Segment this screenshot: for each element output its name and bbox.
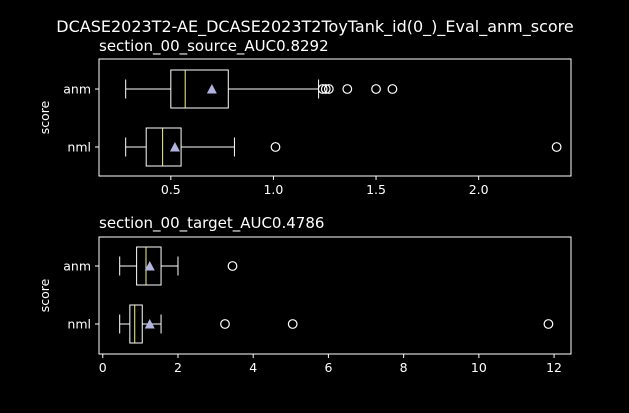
axes-frame: [98, 236, 572, 355]
outlier-point: [317, 84, 328, 94]
outlier-point: [270, 142, 281, 152]
box-iqr: [170, 69, 229, 109]
box-anm: anm: [63, 246, 238, 286]
box-iqr: [145, 127, 182, 167]
x-tick-label: 2.0: [469, 182, 489, 197]
outlier-point: [551, 142, 562, 152]
box-iqr: [129, 304, 143, 344]
box-nml: nml: [67, 127, 562, 167]
mean-marker: [144, 261, 155, 271]
outlier-point: [320, 84, 331, 94]
x-tick-label: 4: [249, 360, 257, 375]
chart-panel-2: section_00_target_AUC0.4786 0 2 4 6 8 10 12 scor…: [37, 214, 572, 375]
chart-panels: section_00_source_AUC0.8292 0.5 1.0 1.5 2.0 s…: [37, 37, 572, 375]
box-anm: anm: [63, 69, 398, 109]
outlier-point: [371, 84, 381, 94]
box-iqr: [136, 246, 162, 286]
outlier-point: [543, 319, 554, 329]
mean-marker: [169, 142, 180, 152]
outlier-point: [387, 84, 398, 94]
outlier-point: [227, 261, 238, 271]
x-tick-label: 0.5: [161, 182, 181, 197]
x-tick-label: 10: [471, 360, 487, 375]
panel-title: section_00_target_AUC0.4786: [99, 214, 324, 233]
axes-frame: [98, 58, 572, 177]
chart-panel-1: section_00_source_AUC0.8292 0.5 1.0 1.5 2.0 s…: [37, 37, 572, 197]
x-tick-label: 8: [400, 360, 408, 375]
y-axis-label: score: [37, 278, 52, 312]
y-tick-label: nml: [67, 140, 91, 155]
y-axis-label: score: [37, 100, 52, 134]
outlier-point: [220, 319, 230, 329]
mean-marker: [144, 319, 155, 329]
box-nml: nml: [67, 304, 554, 344]
mean-marker: [206, 84, 217, 94]
outlier-point: [342, 84, 353, 94]
x-tick-label: 6: [324, 360, 332, 375]
x-tick-label: 1.5: [366, 182, 386, 197]
panel-title: section_00_source_AUC0.8292: [99, 37, 329, 56]
outlier-point: [287, 319, 298, 329]
y-tick-label: nml: [67, 317, 91, 332]
x-tick-label: 1.0: [263, 182, 283, 197]
figure-title: DCASE2023T2-AE_DCASE2023T2ToyTank_id(0_)…: [56, 17, 574, 37]
y-tick-label: anm: [63, 259, 91, 274]
outlier-point: [323, 84, 334, 94]
x-tick-label: 0: [99, 360, 107, 375]
x-tick-label: 12: [546, 360, 562, 375]
y-tick-label: anm: [63, 82, 91, 97]
x-tick-label: 2: [174, 360, 182, 375]
